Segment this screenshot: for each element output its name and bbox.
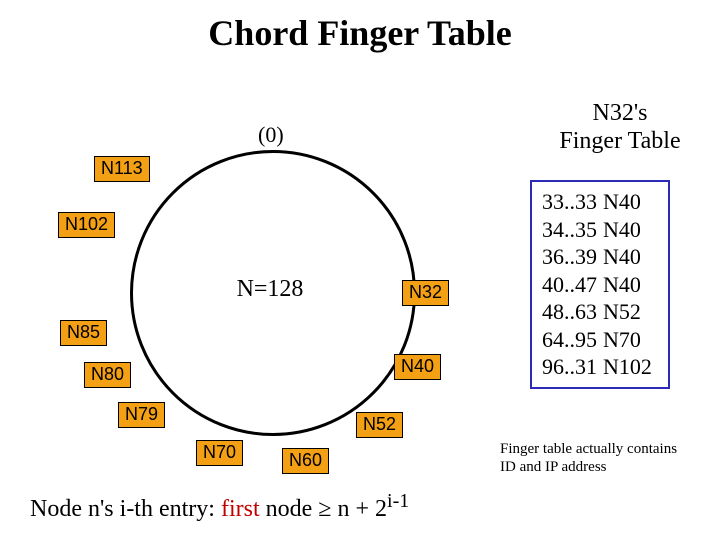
ft-title-line: N32's — [540, 100, 700, 128]
finger-range: 34..35 — [542, 216, 603, 244]
finger-table: 33..33N4034..35N4036..39N4040..47N4048..… — [530, 180, 670, 389]
slide-title: Chord Finger Table — [0, 12, 720, 54]
finger-table-row: 34..35N40 — [542, 216, 658, 244]
node-n85: N85 — [60, 320, 107, 346]
node-n32: N32 — [402, 280, 449, 306]
finger-table-caption: Finger table actually containsID and IP … — [500, 440, 710, 476]
node-n79: N79 — [118, 402, 165, 428]
finger-successor: N40 — [603, 188, 658, 216]
finger-table-row: 40..47N40 — [542, 271, 658, 299]
finger-successor: N70 — [603, 326, 658, 354]
caption-line: Finger table actually contains — [500, 440, 710, 458]
ft-title-line: Finger Table — [540, 128, 700, 156]
finger-table-row: 96..31N102 — [542, 353, 658, 381]
finger-table-rows: 33..33N4034..35N4036..39N4040..47N4048..… — [542, 188, 658, 381]
finger-range: 33..33 — [542, 188, 603, 216]
finger-table-row: 64..95N70 — [542, 326, 658, 354]
zero-label: (0) — [258, 122, 284, 148]
finger-successor: N102 — [603, 353, 658, 381]
finger-table-row: 33..33N40 — [542, 188, 658, 216]
footer-suffix: node ≥ n + 2 — [260, 496, 387, 522]
finger-range: 48..63 — [542, 298, 603, 326]
finger-successor: N40 — [603, 216, 658, 244]
ring-center-label: N=128 — [225, 276, 315, 303]
footer-formula: Node n's i-th entry: first node ≥ n + 2i… — [30, 490, 409, 523]
slide: { "title": "Chord Finger Table", "ring":… — [0, 0, 720, 540]
finger-range: 96..31 — [542, 353, 603, 381]
finger-table-row: 36..39N40 — [542, 243, 658, 271]
footer-highlight: first — [221, 496, 260, 522]
finger-range: 40..47 — [542, 271, 603, 299]
node-n70: N70 — [196, 440, 243, 466]
node-n113: N113 — [94, 156, 150, 182]
node-n40: N40 — [394, 354, 441, 380]
finger-range: 64..95 — [542, 326, 603, 354]
finger-successor: N40 — [603, 243, 658, 271]
node-n60: N60 — [282, 448, 329, 474]
finger-successor: N40 — [603, 271, 658, 299]
finger-table-row: 48..63N52 — [542, 298, 658, 326]
node-n80: N80 — [84, 362, 131, 388]
finger-successor: N52 — [603, 298, 658, 326]
caption-line: ID and IP address — [500, 458, 710, 476]
footer-exponent: i-1 — [387, 490, 409, 512]
finger-range: 36..39 — [542, 243, 603, 271]
footer-prefix: Node n's i-th entry: — [30, 496, 221, 522]
node-n102: N102 — [58, 212, 115, 238]
node-n52: N52 — [356, 412, 403, 438]
finger-table-title: N32'sFinger Table — [540, 100, 700, 155]
